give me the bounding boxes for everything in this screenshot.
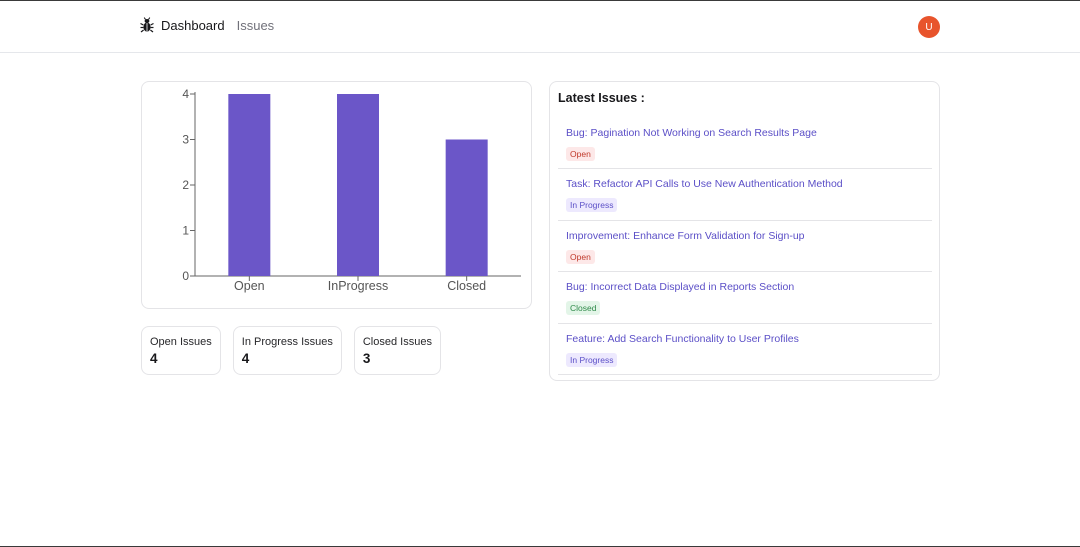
stat-label: Closed Issues	[362, 336, 432, 348]
avatar[interactable]: U	[918, 16, 940, 38]
y-tick-label: 4	[182, 87, 189, 101]
latest-issues-title: Latest Issues :	[558, 91, 645, 105]
open-issues-stat[interactable]: Open Issues 4	[141, 326, 221, 375]
stat-value: 4	[241, 351, 250, 366]
stat-label: Open Issues	[150, 336, 212, 348]
issue-title-link[interactable]: Bug: Incorrect Data Displayed in Reports…	[566, 281, 795, 294]
bar-closed	[445, 139, 488, 276]
latest-issues-list: Bug: Pagination Not Working on Search Re…	[558, 118, 932, 375]
status-badge: Open	[566, 249, 595, 264]
x-tick-label: Open	[234, 279, 265, 293]
stat-label: In Progress Issues	[241, 336, 333, 348]
latest-issues-card: Latest Issues : Bug: Pagination Not Work…	[549, 81, 940, 381]
bug-icon[interactable]	[140, 17, 154, 33]
stat-value: 4	[150, 351, 158, 366]
nav-links: Dashboard Issues	[140, 17, 286, 33]
status-badge: In Progress	[566, 352, 618, 367]
y-tick-label: 2	[182, 178, 189, 192]
status-badge: In Progress	[566, 198, 618, 213]
y-tick-label: 3	[182, 133, 189, 147]
y-tick-label: 0	[182, 269, 189, 283]
issue-item: Task: Refactor API Calls to Use New Auth…	[558, 169, 932, 221]
issues-bar-chart-card: 0 1 2 3 4 Open InProgress Closed	[141, 81, 532, 309]
stat-value: 3	[362, 351, 371, 366]
bar-open	[228, 94, 271, 276]
issue-title-link[interactable]: Improvement: Enhance Form Validation for…	[566, 229, 805, 242]
issue-item: Improvement: Enhance Form Validation for…	[558, 221, 932, 273]
issue-item: Feature: Add Search Functionality to Use…	[558, 324, 932, 375]
status-badge: Open	[566, 147, 595, 161]
x-tick-label: InProgress	[328, 279, 388, 293]
issues-bar-chart: 0 1 2 3 4 Open InProgress Closed	[182, 87, 521, 293]
issue-title-link[interactable]: Feature: Add Search Functionality to Use…	[566, 332, 799, 345]
nav-dashboard-link[interactable]: Dashboard	[161, 17, 225, 33]
closed-issues-stat[interactable]: Closed Issues 3	[353, 326, 441, 375]
status-badge: Closed	[566, 301, 601, 316]
y-tick-label: 1	[182, 224, 189, 238]
nav-issues-link[interactable]: Issues	[236, 17, 275, 33]
bar-inprogress	[337, 94, 379, 276]
x-tick-label: Closed	[447, 279, 486, 293]
issue-item: Bug: Incorrect Data Displayed in Reports…	[558, 272, 932, 324]
issue-item: Bug: Pagination Not Working on Search Re…	[558, 118, 932, 170]
navbar: Dashboard Issues U	[0, 1, 1080, 53]
in-progress-issues-stat[interactable]: In Progress Issues 4	[232, 326, 342, 375]
issue-title-link[interactable]: Bug: Pagination Not Working on Search Re…	[566, 127, 817, 139]
issue-stats: Open Issues 4 In Progress Issues 4 Close…	[141, 326, 453, 375]
issue-title-link[interactable]: Task: Refactor API Calls to Use New Auth…	[566, 178, 843, 191]
